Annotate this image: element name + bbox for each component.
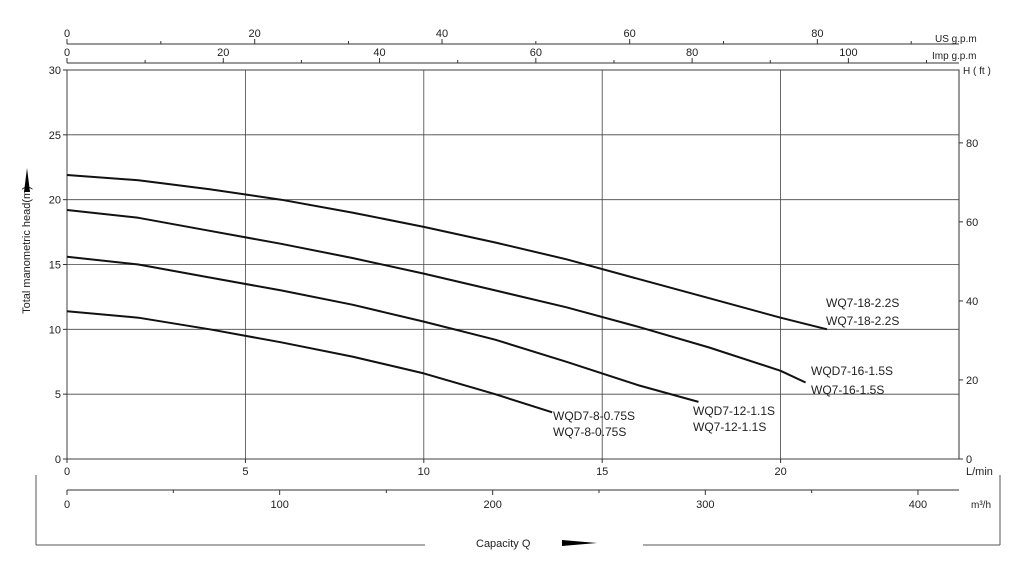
y-left-tick-label: 30 (49, 65, 61, 77)
y-right-unit: H ( ft ) (963, 66, 991, 77)
x-main-tick-label: 10 (418, 466, 430, 478)
x-m3h-tick-label: 200 (483, 499, 501, 511)
x-imp-gpm-tick-label: 20 (217, 47, 229, 59)
x-imp-gpm-tick-label: 0 (64, 47, 70, 59)
y-left-tick-label: 0 (55, 454, 61, 466)
y-axis-title: Total manometric head(m) (21, 186, 33, 314)
x-main-unit: L/min (966, 466, 993, 478)
performance-curve (66, 255, 699, 403)
x-axis-title: Capacity Q (476, 538, 531, 550)
y-right-tick-label: 80 (966, 138, 978, 150)
x-main-tick-label: 20 (774, 466, 786, 478)
performance-curve (66, 174, 828, 331)
x-imp-gpm-unit: Imp g.p.m (932, 51, 976, 62)
x-us-gpm-unit: US g.p.m (935, 34, 977, 45)
y-axis-arrow-icon (24, 168, 30, 192)
curve-labels: WQ7-18-2.2S WQ7-18-2.2S WQD7-16-1.5S WQ7-16… (553, 296, 899, 439)
x-imp-gpm-tick-label: 100 (839, 47, 857, 59)
performance-curve (66, 310, 553, 414)
x-us-gpm-tick-label: 60 (624, 28, 636, 40)
x-axis-arrow-icon (562, 540, 597, 546)
performance-curve (66, 209, 807, 384)
x-us-gpm-tick-label: 0 (64, 28, 70, 40)
y-right-tick-label: 60 (966, 217, 978, 229)
y-left-tick-label: 25 (49, 130, 61, 142)
curve-model-label: WQD7-12-1.1S (693, 404, 775, 418)
x-imp-gpm-tick-label: 40 (373, 47, 385, 59)
y-left-tick-label: 15 (49, 260, 61, 272)
performance-curves (66, 174, 828, 414)
x-us-gpm-tick-label: 20 (249, 28, 261, 40)
x-us-gpm-tick-label: 40 (436, 28, 448, 40)
y-right-tick-label: 40 (966, 296, 978, 308)
curve-model-label: WQ7-8-0.75S (553, 425, 626, 439)
x-main-tick-label: 15 (596, 466, 608, 478)
x-m3h-tick-label: 100 (270, 499, 288, 511)
curve-model-label: WQ7-18-2.2S (826, 296, 899, 310)
x-m3h-tick-label: 400 (909, 499, 927, 511)
x-imp-gpm-tick-label: 80 (686, 47, 698, 59)
y-left-tick-label: 20 (49, 195, 61, 207)
y-left-tick-label: 5 (55, 389, 61, 401)
x-us-gpm-tick-label: 80 (811, 28, 823, 40)
curve-model-label: WQD7-16-1.5S (811, 364, 893, 378)
y-right-tick-label: 20 (966, 375, 978, 387)
curve-model-label: WQ7-16-1.5S (811, 383, 884, 397)
y-right-tick-label: 0 (966, 454, 972, 466)
x-main-tick-label: 5 (242, 466, 248, 478)
x-main-tick-label: 0 (64, 466, 70, 478)
x-imp-gpm-tick-label: 60 (530, 47, 542, 59)
x-m3h-tick-label: 300 (696, 499, 714, 511)
y-left-tick-label: 10 (49, 324, 61, 336)
x-m3h-unit: m³/h (971, 500, 991, 511)
curve-model-label: WQD7-8-0.75S (553, 409, 635, 423)
curve-model-label: WQ7-12-1.1S (693, 420, 766, 434)
curve-model-label: WQ7-18-2.2S (826, 314, 899, 328)
x-m3h-tick-label: 0 (64, 499, 70, 511)
